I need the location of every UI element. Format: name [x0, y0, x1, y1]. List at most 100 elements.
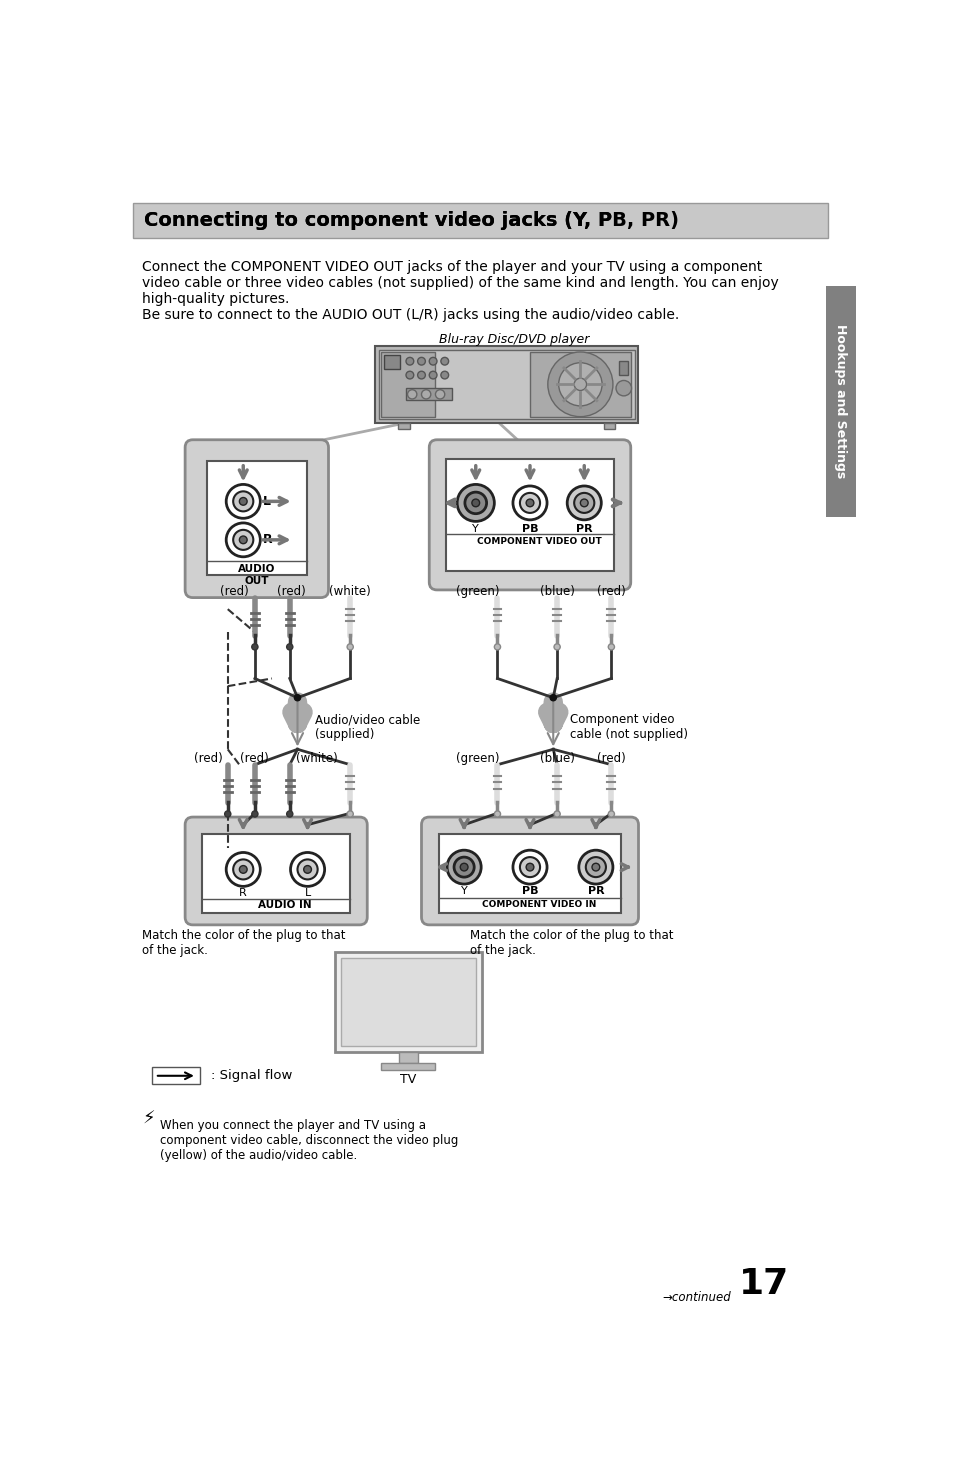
Circle shape	[347, 644, 353, 650]
Circle shape	[547, 351, 612, 417]
Text: Be sure to connect to the AUDIO OUT (L/R) jacks using the audio/video cable.: Be sure to connect to the AUDIO OUT (L/R…	[142, 308, 679, 322]
Text: COMPONENT VIDEO IN: COMPONENT VIDEO IN	[481, 900, 596, 909]
Circle shape	[406, 371, 414, 380]
Bar	[152, 1068, 199, 1084]
Circle shape	[239, 497, 247, 506]
Text: Y: Y	[460, 887, 467, 896]
Text: Connecting to component video jacks (Y, P: Connecting to component video jacks (Y, …	[144, 211, 612, 230]
Circle shape	[578, 850, 612, 884]
Text: R: R	[239, 888, 247, 897]
Circle shape	[558, 363, 601, 406]
Circle shape	[291, 853, 324, 887]
Bar	[133, 203, 827, 237]
Circle shape	[294, 694, 300, 701]
Bar	[398, 1051, 417, 1063]
Text: Match the color of the plug to that
of the jack.: Match the color of the plug to that of t…	[469, 928, 673, 957]
Bar	[446, 460, 613, 571]
Text: Audio/video cable
(supplied): Audio/video cable (supplied)	[314, 713, 419, 742]
Text: L: L	[262, 495, 271, 507]
Circle shape	[456, 485, 494, 522]
Text: Connecting to component video jacks (Y, PB, PR): Connecting to component video jacks (Y, …	[144, 211, 679, 230]
Circle shape	[239, 535, 247, 544]
Text: Y: Y	[472, 525, 478, 534]
Circle shape	[226, 853, 260, 887]
Circle shape	[513, 850, 546, 884]
Circle shape	[608, 644, 614, 650]
FancyBboxPatch shape	[429, 440, 630, 590]
Circle shape	[574, 492, 594, 513]
Text: PB: PB	[521, 887, 537, 896]
Circle shape	[579, 500, 587, 507]
Text: PB: PB	[521, 525, 537, 534]
Circle shape	[459, 863, 468, 871]
Text: Blu-ray Disc/DVD player: Blu-ray Disc/DVD player	[438, 334, 589, 347]
Text: (white): (white)	[329, 584, 371, 598]
Circle shape	[233, 491, 253, 512]
Text: (red): (red)	[276, 584, 305, 598]
Circle shape	[472, 500, 479, 507]
Circle shape	[440, 357, 448, 365]
Text: (blue): (blue)	[539, 584, 574, 598]
Circle shape	[494, 644, 500, 650]
Bar	[202, 833, 350, 912]
Circle shape	[252, 811, 257, 817]
Circle shape	[554, 811, 559, 817]
Bar	[375, 346, 638, 423]
Circle shape	[297, 860, 317, 879]
Circle shape	[494, 811, 500, 817]
Text: (red): (red)	[597, 584, 625, 598]
Bar	[340, 958, 476, 1046]
Circle shape	[513, 486, 546, 521]
Circle shape	[233, 529, 253, 550]
Text: (red): (red)	[193, 752, 222, 765]
Text: Connect the COMPONENT VIDEO OUT jacks of the player and your TV using a componen: Connect the COMPONENT VIDEO OUT jacks of…	[142, 260, 762, 273]
Circle shape	[464, 492, 486, 513]
Text: (green): (green)	[456, 584, 498, 598]
Text: When you connect the player and TV using a
component video cable, disconnect the: When you connect the player and TV using…	[159, 1118, 457, 1161]
Circle shape	[417, 357, 425, 365]
Text: (red): (red)	[240, 752, 269, 765]
Text: PR: PR	[576, 525, 592, 534]
Circle shape	[567, 486, 600, 521]
Text: Match the color of the plug to that
of the jack.: Match the color of the plug to that of t…	[142, 928, 346, 957]
Circle shape	[224, 811, 231, 817]
Bar	[381, 351, 435, 417]
Text: video cable or three video cables (not supplied) of the same kind and length. Yo: video cable or three video cables (not s…	[142, 276, 779, 289]
Circle shape	[525, 500, 534, 507]
FancyBboxPatch shape	[421, 817, 638, 925]
Text: COMPONENT VIDEO OUT: COMPONENT VIDEO OUT	[476, 537, 601, 546]
Text: L: L	[304, 888, 311, 897]
Circle shape	[286, 811, 293, 817]
Text: : Signal flow: : Signal flow	[211, 1069, 292, 1083]
Circle shape	[519, 492, 539, 513]
Circle shape	[252, 644, 257, 650]
Circle shape	[417, 371, 425, 380]
Text: (blue): (blue)	[539, 752, 574, 765]
Circle shape	[608, 811, 614, 817]
Bar	[603, 423, 615, 429]
Bar	[618, 362, 628, 375]
Text: →continued: →continued	[662, 1290, 731, 1304]
Bar	[825, 286, 855, 516]
Circle shape	[616, 381, 631, 396]
Bar	[384, 354, 399, 369]
Circle shape	[440, 371, 448, 380]
Bar	[335, 952, 481, 1051]
Text: 17: 17	[739, 1266, 789, 1301]
Text: AUDIO IN: AUDIO IN	[258, 900, 312, 911]
Text: (green): (green)	[456, 752, 498, 765]
Bar	[207, 461, 307, 574]
Text: AUDIO
OUT: AUDIO OUT	[237, 565, 274, 586]
Bar	[438, 833, 620, 912]
Text: ⚡: ⚡	[142, 1109, 155, 1127]
Bar	[381, 1063, 435, 1069]
Circle shape	[554, 644, 559, 650]
Circle shape	[519, 857, 539, 876]
Circle shape	[429, 371, 436, 380]
Circle shape	[421, 390, 431, 399]
Text: Hookups and Settings: Hookups and Settings	[834, 325, 846, 479]
Circle shape	[226, 523, 260, 556]
Circle shape	[406, 357, 414, 365]
Circle shape	[429, 357, 436, 365]
Circle shape	[407, 390, 416, 399]
